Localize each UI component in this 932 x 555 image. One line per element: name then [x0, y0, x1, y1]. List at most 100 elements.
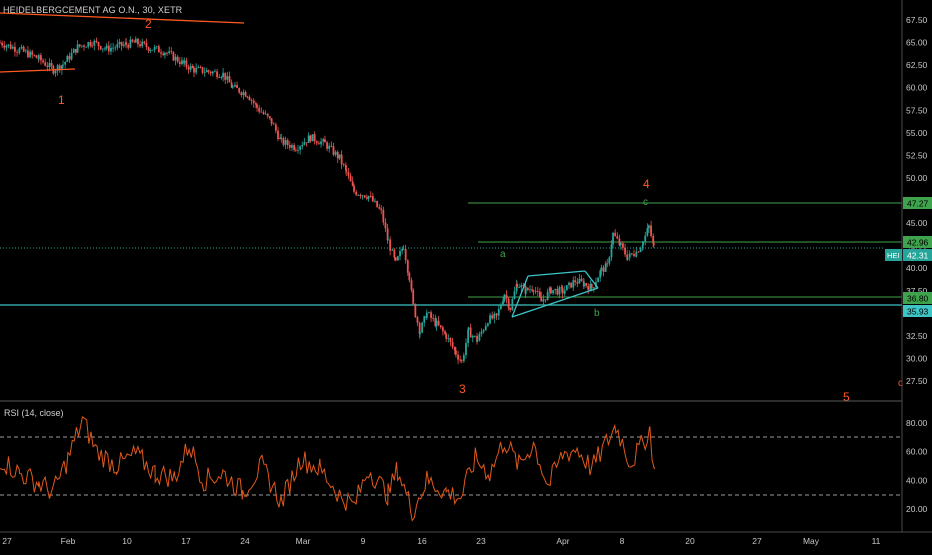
candle[interactable]	[522, 283, 525, 287]
candle[interactable]	[157, 44, 160, 53]
candle[interactable]	[437, 316, 440, 327]
candle[interactable]	[294, 147, 297, 152]
candle[interactable]	[282, 136, 285, 147]
candle[interactable]	[540, 291, 543, 302]
candle[interactable]	[493, 311, 496, 324]
candle[interactable]	[332, 142, 335, 157]
candle[interactable]	[606, 258, 609, 268]
candle[interactable]	[181, 56, 183, 66]
candle[interactable]	[244, 90, 247, 97]
candle[interactable]	[539, 287, 541, 298]
candle[interactable]	[268, 115, 271, 121]
candle[interactable]	[118, 38, 121, 49]
candle[interactable]	[384, 217, 387, 232]
candle[interactable]	[597, 276, 600, 283]
candle[interactable]	[236, 81, 238, 89]
candle[interactable]	[491, 311, 494, 320]
candle[interactable]	[114, 45, 117, 52]
candle[interactable]	[187, 64, 190, 74]
candle[interactable]	[299, 145, 302, 155]
candle[interactable]	[599, 269, 602, 282]
candle[interactable]	[600, 264, 603, 276]
candle[interactable]	[24, 48, 27, 54]
candle[interactable]	[489, 313, 491, 325]
candle[interactable]	[357, 194, 360, 196]
candle[interactable]	[546, 288, 549, 301]
candle[interactable]	[570, 282, 573, 289]
candle[interactable]	[628, 250, 631, 262]
candle[interactable]	[457, 350, 459, 365]
candle[interactable]	[419, 330, 421, 338]
candle[interactable]	[367, 195, 370, 202]
candle[interactable]	[387, 234, 389, 241]
candle[interactable]	[361, 194, 364, 200]
candle[interactable]	[434, 314, 437, 328]
candle[interactable]	[220, 75, 223, 80]
candle[interactable]	[444, 329, 446, 335]
candle[interactable]	[430, 310, 432, 322]
candle[interactable]	[380, 205, 383, 215]
candle[interactable]	[544, 299, 547, 303]
candle[interactable]	[35, 55, 38, 59]
candle[interactable]	[3, 41, 6, 51]
candle[interactable]	[139, 40, 141, 48]
candle[interactable]	[99, 45, 102, 51]
candle[interactable]	[563, 285, 566, 297]
candle[interactable]	[471, 334, 474, 343]
candle[interactable]	[328, 142, 331, 153]
candle[interactable]	[160, 48, 162, 58]
candle[interactable]	[550, 286, 552, 295]
candle[interactable]	[7, 44, 10, 49]
candle[interactable]	[9, 41, 12, 50]
candle[interactable]	[459, 355, 462, 363]
candle[interactable]	[134, 36, 137, 43]
candle[interactable]	[143, 40, 146, 45]
candle[interactable]	[309, 134, 312, 143]
candle[interactable]	[637, 250, 640, 253]
candle[interactable]	[226, 71, 229, 84]
candle[interactable]	[526, 286, 529, 292]
candle[interactable]	[120, 41, 123, 51]
candle[interactable]	[618, 234, 621, 247]
candle[interactable]	[85, 46, 88, 48]
candle[interactable]	[393, 248, 396, 261]
rsi-indicator-label[interactable]: RSI (14, close)	[4, 408, 64, 418]
candle[interactable]	[0, 39, 1, 44]
candle[interactable]	[480, 328, 483, 337]
candle[interactable]	[104, 46, 106, 52]
candle[interactable]	[531, 285, 534, 293]
candle[interactable]	[185, 57, 188, 70]
candle[interactable]	[230, 79, 233, 88]
triangle-right-edge[interactable]	[584, 270, 599, 289]
candle[interactable]	[125, 37, 127, 49]
candle[interactable]	[633, 249, 635, 258]
candle[interactable]	[604, 261, 607, 272]
candle[interactable]	[445, 332, 448, 342]
candle[interactable]	[513, 286, 516, 300]
candle[interactable]	[363, 195, 366, 199]
candle[interactable]	[178, 57, 181, 68]
candle[interactable]	[469, 323, 472, 338]
candle[interactable]	[155, 45, 158, 50]
candle[interactable]	[274, 122, 277, 134]
candle[interactable]	[428, 311, 430, 314]
candle[interactable]	[93, 39, 96, 51]
candle[interactable]	[303, 138, 306, 146]
candle[interactable]	[349, 172, 352, 182]
candle[interactable]	[386, 224, 389, 244]
candle[interactable]	[40, 52, 42, 65]
candle[interactable]	[646, 223, 649, 237]
candle[interactable]	[191, 63, 194, 69]
candle[interactable]	[467, 326, 470, 331]
candle[interactable]	[83, 44, 85, 51]
candle[interactable]	[216, 68, 218, 80]
candle[interactable]	[248, 95, 251, 101]
candle[interactable]	[616, 232, 619, 240]
candle[interactable]	[442, 325, 444, 336]
candle[interactable]	[37, 53, 40, 62]
candle[interactable]	[133, 40, 136, 43]
candle[interactable]	[176, 54, 179, 64]
candle[interactable]	[410, 277, 413, 293]
horizontal-levels[interactable]	[0, 202, 902, 306]
